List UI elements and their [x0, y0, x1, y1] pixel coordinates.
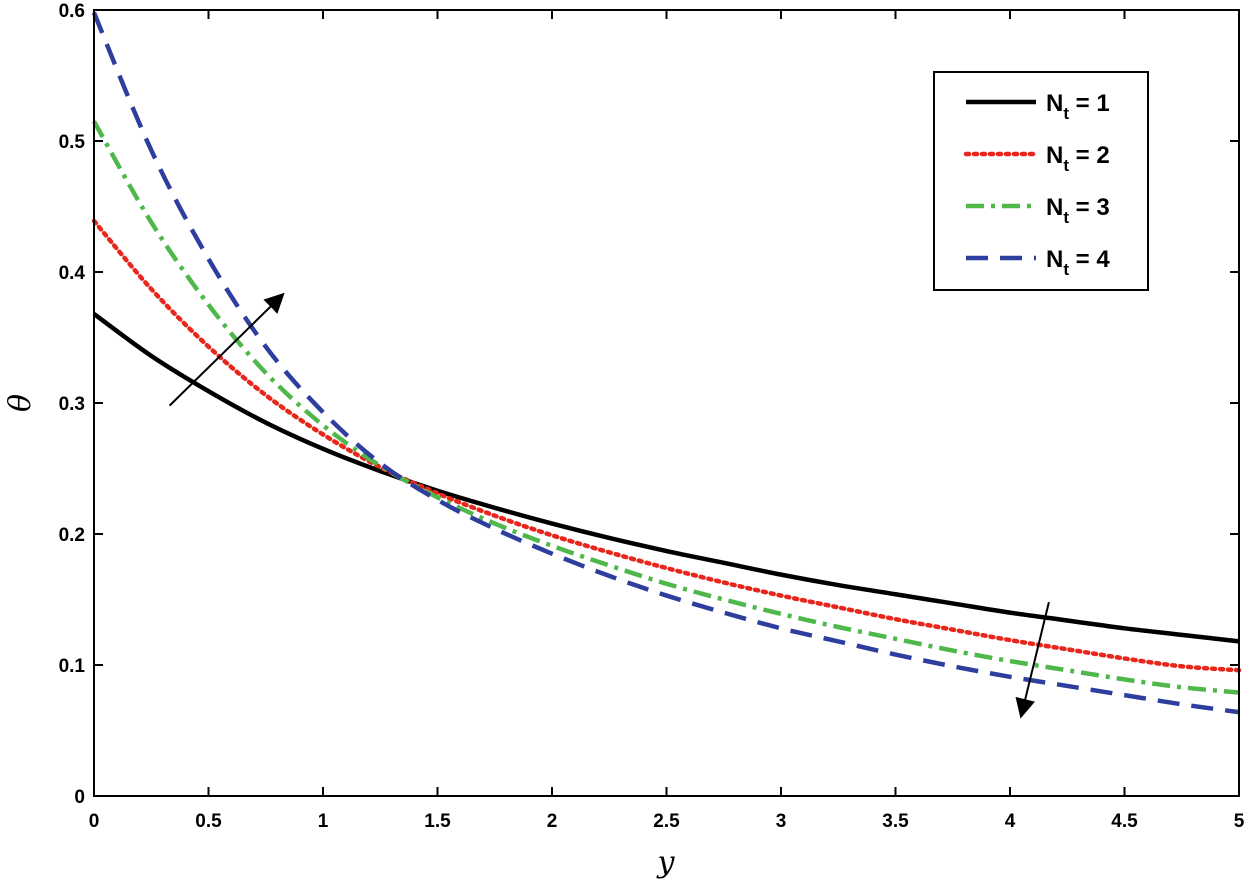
x-tick-label: 2: [547, 811, 558, 832]
y-tick-label: 0.2: [59, 525, 85, 546]
x-tick-label: 2.5: [653, 811, 680, 832]
x-tick-label: 0: [89, 811, 100, 832]
y-tick-label: 0: [74, 787, 85, 808]
x-tick-label: 4: [1005, 811, 1016, 832]
legend: Nt = 1 Nt = 2 Nt = 3 Nt = 4: [933, 71, 1149, 291]
annotation-layer: [168, 292, 1050, 719]
x-tick-label: 5: [1234, 811, 1245, 832]
y-tick-label: 0.6: [59, 1, 85, 22]
x-tick-label: 3.5: [882, 811, 909, 832]
series-line-2: [91, 218, 1242, 673]
y-axis-label: θ: [3, 394, 38, 412]
annotation-arrow-1: [168, 292, 285, 407]
x-axis: 0 0.5 1 1.5 2 2.5 3 3.5 4 4.5 5: [89, 10, 1245, 832]
x-axis-label: y: [656, 845, 676, 880]
y-tick-label: 0.3: [59, 394, 85, 415]
annotation-arrow-2: [1015, 601, 1050, 719]
y-tick-label: 0.1: [59, 656, 86, 677]
series-line-3: [92, 120, 1240, 695]
legend-label-4: Nt = 4: [1046, 246, 1110, 279]
series-line-1: [92, 312, 1240, 644]
x-tick-label: 4.5: [1111, 811, 1138, 832]
x-tick-label: 1.5: [424, 811, 451, 832]
legend-label-3: Nt = 3: [1046, 194, 1110, 227]
legend-label-1: Nt = 1: [1046, 90, 1110, 123]
x-tick-label: 1: [318, 811, 329, 832]
y-tick-label: 0.4: [59, 263, 86, 284]
x-tick-label: 0.5: [195, 811, 222, 832]
legend-label-2: Nt = 2: [1046, 142, 1110, 175]
y-tick-label: 0.5: [59, 132, 86, 153]
x-tick-label: 3: [776, 811, 787, 832]
legend-box: [933, 71, 1149, 291]
y-axis: 0 0.1 0.2 0.3 0.4 0.5 0.6: [59, 1, 1239, 808]
